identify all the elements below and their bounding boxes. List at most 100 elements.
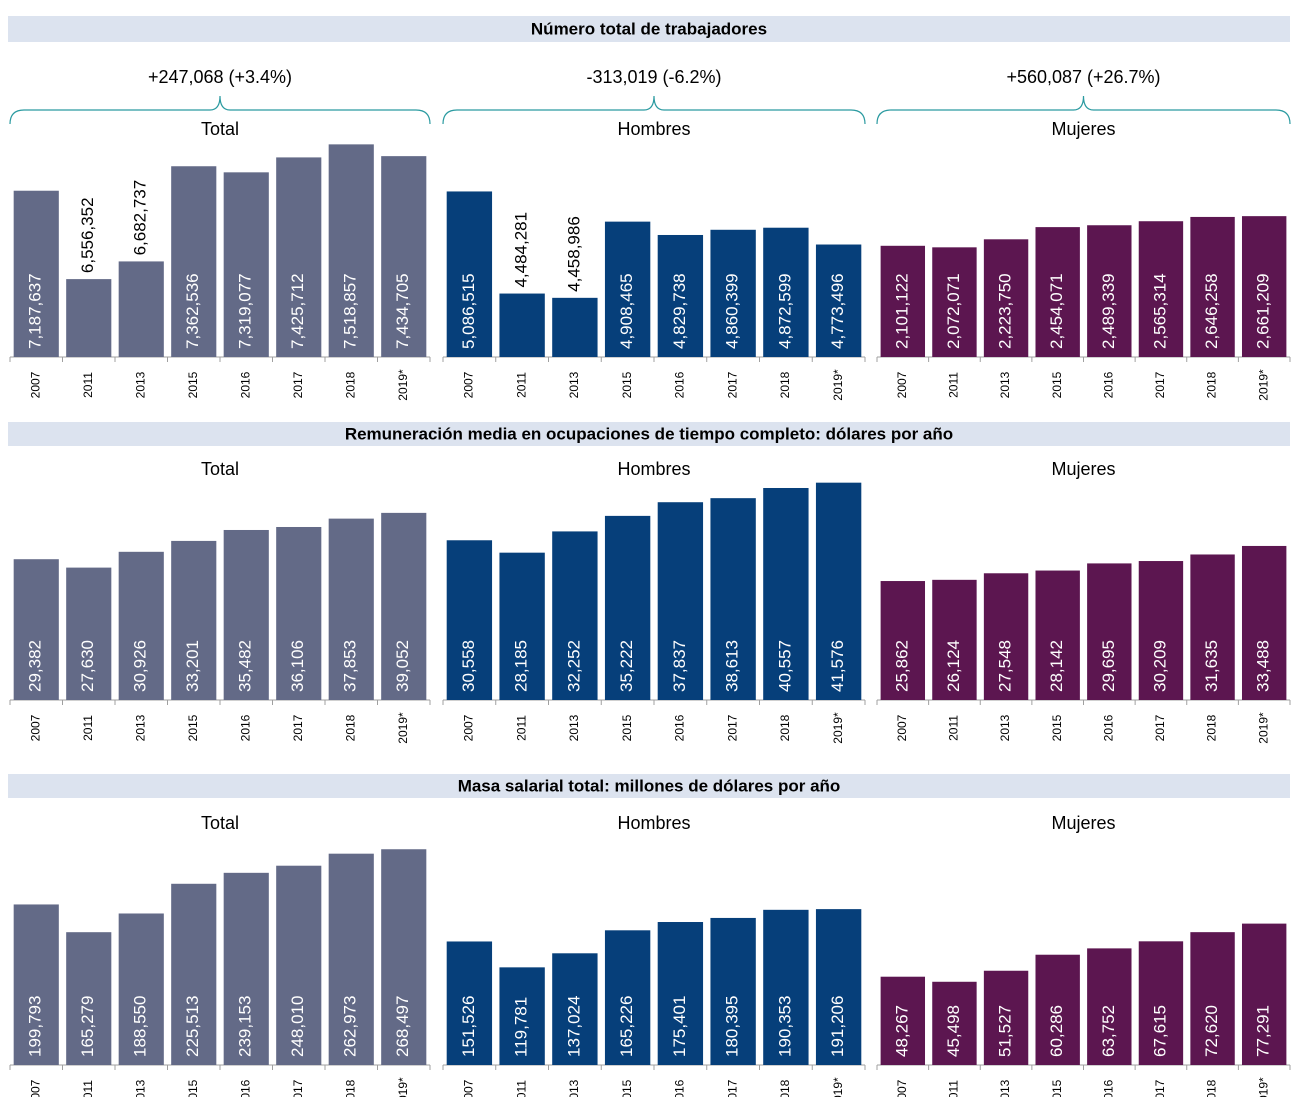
chart-title: Hombres [617, 813, 690, 833]
bar [710, 498, 756, 700]
bar [1087, 225, 1132, 357]
bar [499, 967, 545, 1065]
x-tick-label: 2018 [1205, 714, 1219, 741]
bar [763, 909, 809, 1065]
value-label: 4,458,986 [564, 216, 583, 292]
section-title: Masa salarial total: millones de dólares… [458, 776, 841, 795]
value-label: 60,286 [1047, 1005, 1066, 1057]
value-label: 2,565,314 [1150, 273, 1169, 349]
bar [983, 573, 1029, 700]
x-tick-label: 2018 [1205, 371, 1219, 398]
x-tick-label: 2013 [133, 714, 147, 741]
bar [604, 221, 651, 357]
bar [1087, 948, 1132, 1065]
x-tick-label: 2019* [831, 712, 845, 744]
value-label: 25,862 [892, 640, 911, 692]
x-tick-label: 2019* [1256, 369, 1270, 401]
value-label: 7,434,705 [393, 273, 412, 349]
value-label: 31,635 [1202, 640, 1221, 692]
bar [118, 551, 164, 700]
x-tick-label: 2013 [567, 371, 581, 398]
x-tick-label: 2007 [895, 371, 909, 398]
x-tick-label: 2015 [186, 1079, 200, 1097]
x-tick-label: 2016 [238, 1079, 252, 1097]
value-label: 26,124 [944, 640, 963, 692]
x-tick-label: 2016 [238, 371, 252, 398]
bar [657, 922, 704, 1065]
x-tick-label: 2011 [514, 1080, 528, 1097]
chart-title: Mujeres [1051, 119, 1115, 139]
bar [763, 487, 809, 700]
x-tick-label: 2018 [778, 371, 792, 398]
chart-title: Total [201, 119, 239, 139]
value-label: 199,793 [26, 996, 45, 1057]
bar [932, 579, 977, 700]
x-tick-label: 2016 [1101, 714, 1115, 741]
value-label: 6,682,737 [131, 180, 150, 256]
bar [446, 191, 493, 357]
value-label: 41,576 [828, 640, 847, 692]
bar [552, 953, 598, 1065]
value-label: 38,613 [723, 640, 742, 692]
value-label: 37,837 [670, 640, 689, 692]
x-tick-label: 2007 [28, 714, 42, 741]
section-band [8, 422, 1290, 446]
x-tick-label: 2011 [514, 372, 528, 398]
x-tick-label: 2007 [462, 371, 476, 398]
value-label: 2,223,750 [996, 273, 1015, 349]
x-tick-label: 2018 [343, 1079, 357, 1097]
value-label: 30,926 [131, 640, 150, 692]
chart-title: Hombres [617, 119, 690, 139]
x-tick-label: 2015 [1050, 371, 1064, 398]
bar [223, 529, 269, 700]
x-tick-label: 2013 [567, 714, 581, 741]
x-tick-label: 2018 [1205, 1079, 1219, 1097]
bar [171, 540, 217, 700]
value-label: 33,488 [1254, 640, 1273, 692]
value-label: 190,353 [775, 996, 794, 1057]
value-label: 45,498 [944, 1005, 963, 1057]
bar [983, 970, 1029, 1065]
bar [118, 913, 164, 1065]
x-tick-label: 2015 [1050, 714, 1064, 741]
bar [276, 865, 322, 1065]
chart-title: Mujeres [1051, 813, 1115, 833]
chart-title: Hombres [617, 459, 690, 479]
x-tick-label: 2011 [947, 715, 961, 741]
bar [552, 297, 598, 357]
x-tick-label: 2016 [673, 1079, 687, 1097]
x-tick-label: 2018 [343, 371, 357, 398]
value-label: 36,106 [288, 640, 307, 692]
value-label: 39,052 [393, 640, 412, 692]
x-tick-label: 2015 [1050, 1079, 1064, 1097]
x-tick-label: 2013 [998, 1079, 1012, 1097]
value-label: 165,279 [78, 996, 97, 1057]
x-tick-label: 2019* [1256, 712, 1270, 744]
bar [328, 144, 374, 357]
x-tick-label: 2016 [238, 714, 252, 741]
value-label: 5,086,515 [459, 273, 478, 349]
x-tick-label: 2017 [291, 1079, 305, 1097]
chart-title: Total [201, 459, 239, 479]
bar [815, 909, 862, 1065]
value-label: 67,615 [1150, 1005, 1169, 1057]
x-tick-label: 2015 [620, 714, 634, 741]
x-tick-label: 2007 [462, 1079, 476, 1097]
x-tick-label: 2016 [673, 714, 687, 741]
bar [446, 941, 493, 1065]
x-tick-label: 2018 [778, 1079, 792, 1097]
value-label: 30,558 [459, 640, 478, 692]
x-tick-label: 2015 [620, 371, 634, 398]
x-tick-label: 2017 [291, 714, 305, 741]
brace [876, 95, 1291, 125]
value-label: 51,527 [996, 1005, 1015, 1057]
bar [1138, 941, 1184, 1065]
bar [223, 172, 269, 357]
value-label: 262,973 [341, 996, 360, 1057]
section-title: Remuneración media en ocupaciones de tie… [345, 424, 953, 443]
value-label: 72,620 [1202, 1005, 1221, 1057]
bar [446, 540, 493, 700]
bar [1241, 923, 1287, 1065]
value-label: 180,395 [723, 996, 742, 1057]
